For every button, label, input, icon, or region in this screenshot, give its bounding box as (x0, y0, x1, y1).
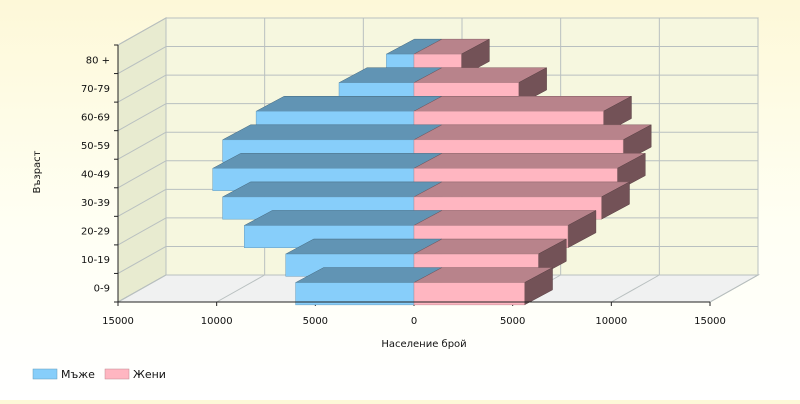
y-gridline-side (117, 74, 167, 103)
y-tick-label: 50-59 (81, 141, 110, 152)
x-gridline-floor (709, 274, 759, 303)
y-tick-label: 30-39 (81, 198, 110, 209)
bar-female-top (413, 153, 646, 169)
bar-female (413, 282, 525, 306)
y-gridline-side (117, 131, 167, 160)
y-tick-label: 70-79 (81, 84, 110, 95)
x-tick-label: 5000 (303, 316, 328, 327)
bar-female-top (413, 96, 632, 112)
bar-female-top (413, 124, 652, 141)
y-gridline-side (117, 17, 167, 46)
y-gridline-side (117, 246, 167, 274)
x-gridline-floor (216, 274, 265, 303)
x-axis-title: Население брой (381, 339, 466, 350)
y-tick-label: 60-69 (81, 112, 110, 123)
y-gridline-side (117, 46, 167, 74)
legend-swatch (32, 368, 58, 380)
x-tick-label: 5000 (500, 316, 525, 327)
y-gridline-side (117, 217, 167, 246)
legend-swatch (104, 368, 130, 380)
bar-male-top (212, 153, 443, 169)
y-axis-title: Възраст (32, 150, 43, 193)
y-gridline-side (117, 188, 167, 217)
y-tick-label: 40-49 (81, 170, 110, 181)
y-gridline-side (117, 274, 167, 303)
y-tick-label: 80 + (86, 55, 110, 66)
y-tick-label: 20-29 (81, 227, 110, 238)
legend-label: Мъже (61, 368, 95, 381)
y-tick-label: 10-19 (81, 255, 110, 266)
legend-label: Жени (133, 368, 166, 381)
x-gridline-floor (611, 274, 660, 303)
bar-male-top (256, 96, 443, 112)
bar-female-top (413, 181, 630, 198)
bar-female-top (413, 210, 597, 226)
bar-male-top (244, 210, 443, 226)
x-tick-label: 10000 (201, 316, 233, 327)
x-tick-label: 15000 (694, 316, 726, 327)
x-tick-label: 10000 (595, 316, 627, 327)
bar-male-top (222, 181, 443, 198)
y-gridline-side (117, 103, 167, 132)
bar-male-top (222, 124, 443, 141)
x-tick-label: 15000 (102, 316, 134, 327)
x-tick-label: 0 (411, 316, 417, 327)
y-tick-label: 0-9 (94, 284, 110, 295)
y-gridline-side (117, 160, 167, 189)
